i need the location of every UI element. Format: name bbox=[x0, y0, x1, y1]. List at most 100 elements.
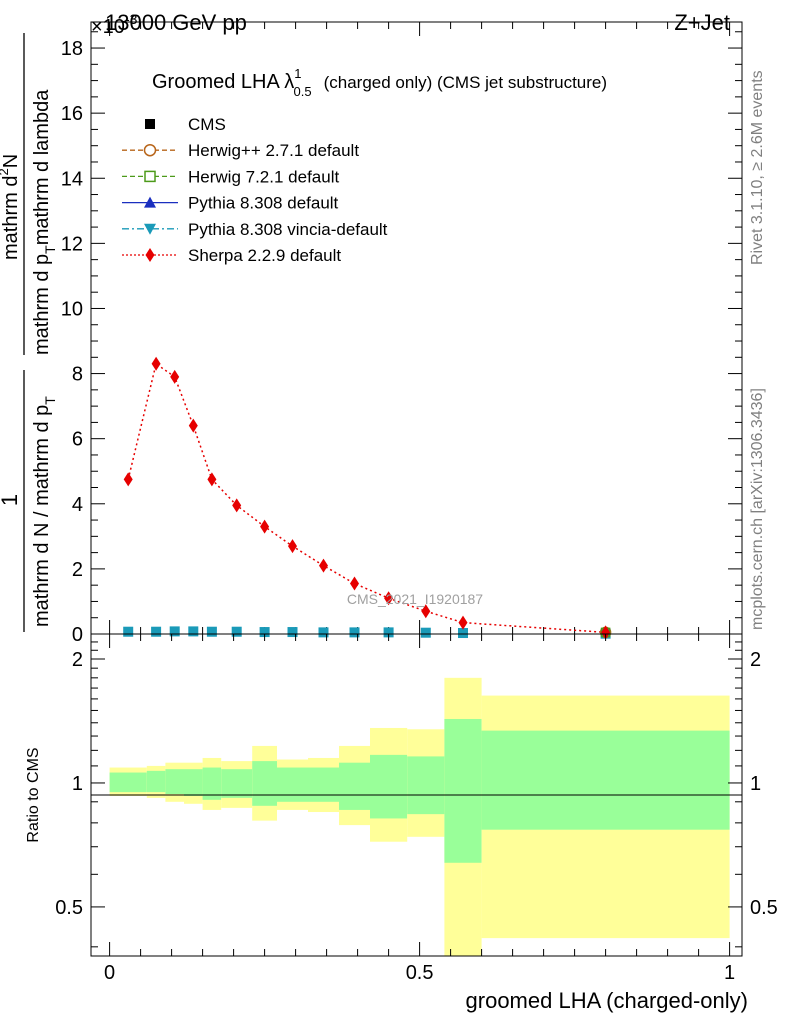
legend-label: Pythia 8.308 default bbox=[188, 194, 339, 213]
ratio-band-inner bbox=[109, 772, 147, 793]
cms-point bbox=[188, 626, 199, 637]
main-plot-frame bbox=[90, 21, 743, 635]
sherpa-point bbox=[288, 539, 297, 554]
sherpa-point bbox=[458, 615, 468, 630]
ratio-plot-frame bbox=[90, 633, 743, 957]
sherpa-point bbox=[384, 591, 394, 606]
legend-entry: Herwig++ 2.7.1 default bbox=[122, 141, 359, 160]
ratio-ytick-label-left: 1 bbox=[72, 773, 83, 795]
sherpa-point bbox=[601, 625, 611, 640]
plot-title: Groomed LHA λ1 0.5 (charged only) (CMS jet… bbox=[152, 66, 607, 99]
cms-point bbox=[259, 627, 270, 638]
ratio-x-ticks: 0 0.5 1 bbox=[104, 634, 735, 984]
ratio-bands bbox=[109, 677, 730, 956]
main-x-ticks bbox=[109, 22, 731, 634]
ylabel-numerator: mathrm d2N bbox=[0, 154, 22, 260]
ratio-band-inner bbox=[221, 769, 253, 798]
sherpa-point bbox=[319, 558, 328, 573]
legend: CMS Herwig++ 2.7.1 default Herwig 7.2.1 de… bbox=[122, 115, 388, 265]
ylabel-denominator: mathrm d N / mathrm d pT bbox=[31, 396, 58, 627]
ylabel-numerator-a: mathrm d bbox=[0, 176, 22, 260]
legend-entry: CMS bbox=[145, 115, 226, 134]
cms-point bbox=[287, 627, 298, 638]
sherpa-point bbox=[421, 604, 431, 619]
legend-marker-triangle-down bbox=[144, 223, 156, 235]
ylabel-bottom: mathrm d pTmathrm d lambda bbox=[31, 89, 58, 355]
main-y-axis-label: 1 mathrm d N / mathrm d pT mathrm d2N ma… bbox=[0, 33, 58, 632]
legend-entry: Herwig 7.2.1 default bbox=[122, 167, 339, 186]
ratio-band-inner bbox=[165, 769, 184, 795]
ratio-band-inner bbox=[407, 756, 445, 815]
ylabel-bottom-a: mathrm d p bbox=[31, 254, 53, 355]
legend-label: Sherpa 2.2.9 default bbox=[188, 246, 341, 265]
cms-point bbox=[420, 627, 431, 638]
cms-point bbox=[169, 626, 180, 637]
ratio-ytick-label-right: 0.5 bbox=[750, 897, 778, 919]
main-ytick-label: 4 bbox=[72, 494, 83, 516]
main-ytick-label: 2 bbox=[72, 559, 83, 581]
ratio-ytick-label-left: 2 bbox=[72, 649, 83, 671]
main-ytick-label: 14 bbox=[61, 168, 83, 190]
ratio-ytick-label-right: 1 bbox=[750, 773, 761, 795]
plot-title-sup: 1 bbox=[294, 66, 301, 81]
ratio-band-inner bbox=[184, 769, 203, 796]
legend-marker-triangle-up bbox=[144, 196, 156, 208]
main-ytick-label: 0 bbox=[72, 624, 83, 646]
ratio-y-axis-label: Ratio to CMS bbox=[25, 747, 42, 842]
ylabel-numerator-sup: 2 bbox=[0, 168, 11, 175]
main-ytick-label: 10 bbox=[61, 298, 83, 320]
ratio-band-inner bbox=[339, 762, 370, 810]
ratio-xtick-label: 0.5 bbox=[406, 962, 434, 984]
legend-entry: Pythia 8.308 vincia-default bbox=[122, 220, 388, 239]
sherpa-point bbox=[207, 472, 217, 487]
sherpa-point bbox=[151, 356, 161, 371]
ylabel-bottom-b: mathrm d lambda bbox=[31, 89, 53, 245]
cms-point bbox=[383, 627, 394, 638]
x-axis-label: groomed LHA (charged-only) bbox=[466, 988, 748, 1013]
ratio-band-inner bbox=[444, 718, 482, 863]
ylabel-numerator-b: N bbox=[0, 154, 22, 168]
ylabel-one: 1 bbox=[0, 494, 22, 506]
main-ytick-label: 16 bbox=[61, 103, 83, 125]
ratio-band-inner bbox=[277, 767, 308, 802]
cms-point bbox=[458, 628, 468, 639]
ratio-band-inner bbox=[308, 767, 339, 802]
main-y-ticks: 0 2 4 6 8 10 12 14 16 18 bbox=[61, 31, 742, 646]
main-ytick-label: 8 bbox=[72, 364, 83, 386]
ratio-ytick-label-right: 2 bbox=[750, 649, 761, 671]
rivet-label: Rivet 3.1.10, ≥ 2.6M events bbox=[749, 70, 766, 265]
cms-point bbox=[151, 626, 162, 637]
cms-point bbox=[231, 626, 242, 637]
ratio-plot: 0.5 1 2 0.5 1 2 0 0.5 1 bbox=[55, 633, 778, 984]
main-plot: 0 2 4 6 8 10 12 14 16 18 CMS_2021_I1920187 bbox=[61, 21, 743, 646]
sherpa-point bbox=[188, 418, 198, 433]
y-exponent-base: ×10 bbox=[91, 16, 125, 38]
legend-marker-diamond bbox=[145, 248, 155, 262]
legend-entry: Sherpa 2.2.9 default bbox=[122, 246, 341, 265]
plot-title-main: Groomed LHA λ bbox=[152, 71, 294, 93]
ratio-xtick-label: 1 bbox=[724, 962, 735, 984]
main-ytick-label: 12 bbox=[61, 233, 83, 255]
legend-label: Herwig++ 2.7.1 default bbox=[188, 141, 359, 160]
ratio-ytick-label-left: 0.5 bbox=[55, 897, 83, 919]
cms-point bbox=[123, 626, 134, 637]
cms-point bbox=[318, 627, 329, 638]
main-ytick-label: 6 bbox=[72, 429, 83, 451]
ratio-band-inner bbox=[481, 730, 730, 830]
legend-marker-circle bbox=[143, 143, 157, 157]
sherpa-point bbox=[123, 472, 133, 487]
legend-label: CMS bbox=[188, 115, 226, 134]
legend-marker-open-square bbox=[144, 170, 156, 183]
ylabel-denominator-text: mathrm d N / mathrm d p bbox=[31, 405, 53, 627]
cms-point bbox=[206, 626, 217, 637]
ylabel-denominator-sub: T bbox=[42, 396, 58, 405]
sherpa-point bbox=[170, 369, 180, 384]
legend-entry: Pythia 8.308 default bbox=[122, 194, 339, 213]
mcplots-label: mcplots.cern.ch [arXiv:1306.3436] bbox=[749, 388, 766, 630]
main-ytick-label: 18 bbox=[61, 38, 83, 60]
legend-marker-square bbox=[145, 119, 155, 129]
legend-label: Herwig 7.2.1 default bbox=[188, 167, 339, 186]
sherpa-line bbox=[127, 362, 606, 634]
plot-title-sub: 0.5 bbox=[294, 84, 312, 99]
